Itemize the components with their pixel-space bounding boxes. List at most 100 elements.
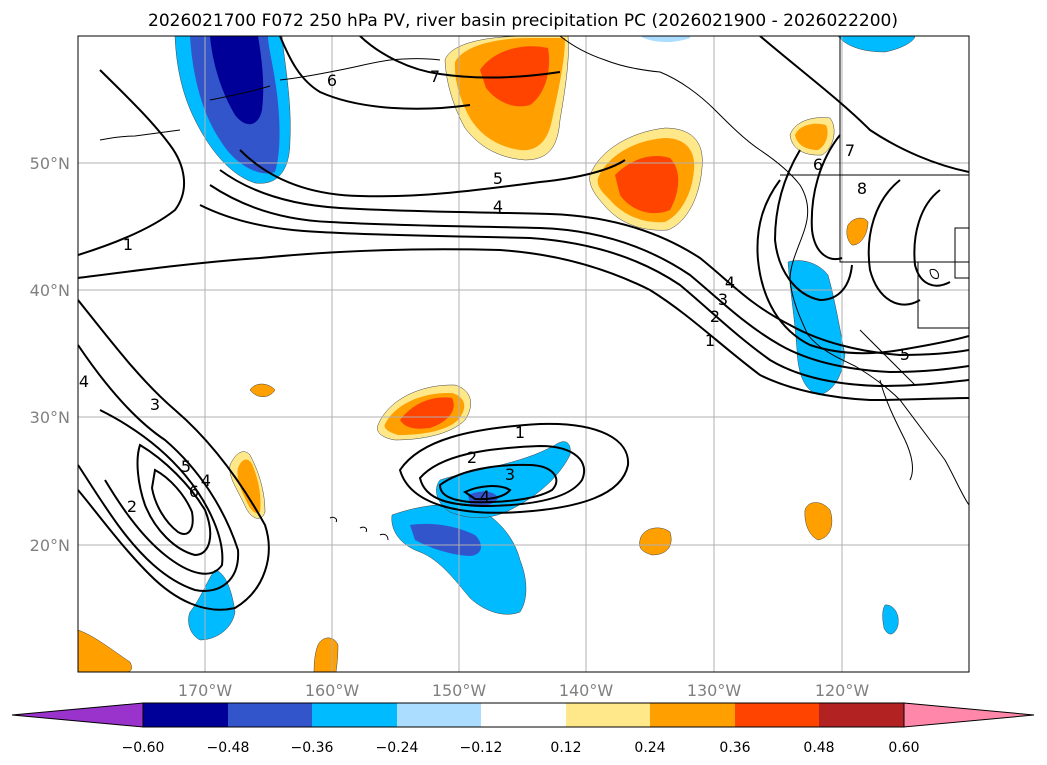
contour-label-4-central: 4 bbox=[493, 197, 503, 216]
lake-outline bbox=[929, 269, 939, 279]
latitude-labels: 50°N 40°N 30°N 20°N bbox=[30, 154, 70, 555]
contour-label-7-north: 7 bbox=[430, 67, 440, 86]
pc-region-subtropic-central-max bbox=[400, 397, 454, 429]
contour-label-2-cutoff: 2 bbox=[467, 448, 477, 467]
colorbar-bin-8 bbox=[735, 703, 819, 727]
lat-label-20n: 20°N bbox=[30, 536, 70, 555]
pc-region-hawaii-core bbox=[410, 523, 482, 556]
colorbar-over-extension bbox=[903, 702, 1035, 728]
colorbar-bin-1 bbox=[143, 703, 228, 727]
contour-label-6-east: 6 bbox=[813, 155, 823, 174]
longitude-labels: 170°W 160°W 150°W 140°W 130°W 120°W bbox=[178, 681, 870, 700]
hawaiian-islands bbox=[329, 516, 389, 541]
map-frame bbox=[77, 35, 970, 673]
colorbar-tick-label: −0.48 bbox=[207, 740, 250, 756]
colorbar-tick-label: −0.36 bbox=[291, 740, 334, 756]
contour-5-east bbox=[756, 179, 969, 355]
contour-labels: 1 1 2 3 4 4 5 5 6 6 7 7 8 1 2 3 4 3 2 5 … bbox=[79, 67, 910, 516]
lat-label-30n: 30°N bbox=[30, 408, 70, 427]
colorbar-tick-label: 0.36 bbox=[719, 740, 750, 756]
contour-3 bbox=[209, 184, 969, 374]
lon-label-150w: 150°W bbox=[432, 681, 487, 700]
pc-region-mexico bbox=[882, 604, 899, 635]
pc-region-alaska-coast bbox=[640, 36, 690, 43]
contour-1-north bbox=[78, 69, 186, 256]
pc-region-small-a bbox=[249, 383, 276, 397]
pc-region-pacific-nw-max bbox=[615, 155, 679, 214]
contour-label-2-east: 2 bbox=[710, 307, 720, 326]
contour-label-1-west: 1 bbox=[123, 235, 133, 254]
pv-contours bbox=[78, 36, 969, 611]
colorbar-frame bbox=[142, 702, 905, 728]
contour-7 bbox=[359, 36, 561, 79]
aleutian-chain bbox=[279, 58, 441, 81]
contour-label-6-north: 6 bbox=[327, 71, 337, 90]
aleutian-far-west bbox=[99, 129, 181, 141]
contour-label-2-trough: 2 bbox=[127, 497, 137, 516]
state-border-b bbox=[859, 329, 916, 386]
contour-label-1-east: 1 bbox=[705, 331, 715, 350]
contour-trough-1 bbox=[78, 299, 270, 611]
contour-1-jet bbox=[78, 248, 969, 402]
colorbar-tick-label: 0.60 bbox=[888, 740, 919, 756]
contour-cutoff-2 bbox=[418, 444, 585, 508]
figure-title: 2026021700 F072 250 hPa PV, river basin … bbox=[148, 11, 898, 31]
colorbar-tick-label: −0.12 bbox=[460, 740, 503, 756]
contour-8b-east bbox=[913, 189, 951, 287]
lon-label-120w: 120°W bbox=[815, 681, 870, 700]
lon-label-130w: 130°W bbox=[687, 681, 742, 700]
contour-label-4-west: 4 bbox=[79, 372, 89, 391]
pc-region-nevada bbox=[846, 217, 869, 246]
colorbar-tick-label: −0.24 bbox=[376, 740, 419, 756]
contour-label-3-trough: 3 bbox=[150, 395, 160, 414]
contour-label-7-east: 7 bbox=[845, 141, 855, 160]
contour-6-east bbox=[773, 149, 853, 302]
gridlines bbox=[78, 36, 969, 672]
great-lakes-box bbox=[954, 227, 969, 279]
negative-shading bbox=[174, 36, 916, 641]
colorbar-bin-7 bbox=[650, 703, 735, 727]
colorbar-bin-4 bbox=[397, 703, 481, 727]
colorbar-tick-label: 0.48 bbox=[803, 740, 834, 756]
colorbar-bin-9 bbox=[819, 703, 904, 727]
colorbar-under-extension bbox=[11, 702, 144, 728]
lon-label-170w: 170°W bbox=[178, 681, 233, 700]
pc-region-canada-north bbox=[837, 36, 916, 53]
colorbar-tick-label: 0.24 bbox=[634, 740, 665, 756]
lat-label-50n: 50°N bbox=[30, 154, 70, 173]
colorbar-bin-3 bbox=[312, 703, 397, 727]
contour-label-1-cutoff: 1 bbox=[515, 423, 525, 442]
contour-label-4-trough: 4 bbox=[201, 471, 211, 490]
contour-trough-2 bbox=[78, 344, 240, 592]
contour-label-8-east: 8 bbox=[857, 179, 867, 198]
pc-region-california bbox=[787, 260, 846, 396]
contour-cutoff-3 bbox=[438, 463, 558, 504]
aleutian-west bbox=[209, 85, 271, 101]
contour-label-4-cutoff: 4 bbox=[480, 487, 490, 506]
colorbar-bin-6 bbox=[566, 703, 650, 727]
contour-trough-4 bbox=[136, 443, 212, 557]
pc-region-bc-mid bbox=[795, 123, 828, 150]
state-border-a bbox=[917, 262, 969, 329]
lon-label-160w: 160°W bbox=[305, 681, 360, 700]
contour-label-3-cutoff: 3 bbox=[505, 465, 515, 484]
baja-california-coast bbox=[879, 379, 913, 481]
contour-ridge-north bbox=[759, 36, 969, 173]
colorbar-bin-5 bbox=[481, 703, 566, 727]
map-area: 1 1 2 3 4 4 5 5 6 6 7 7 8 1 2 3 4 3 2 5 … bbox=[78, 36, 969, 672]
pc-region-subtropic-west bbox=[188, 569, 236, 641]
lon-label-140w: 140°W bbox=[559, 681, 614, 700]
contour-7-east bbox=[810, 134, 843, 260]
contour-trough-3 bbox=[99, 409, 224, 575]
colorbar: −0.60 −0.48 −0.36 −0.24 −0.12 0.12 0.24 … bbox=[11, 702, 1035, 756]
pc-region-dateline-south-mid bbox=[237, 459, 261, 514]
contour-label-3-east: 3 bbox=[718, 290, 728, 309]
contour-label-5-central: 5 bbox=[493, 169, 503, 188]
pc-region-gulf-alaska-west-max bbox=[210, 36, 264, 125]
pc-region-baja bbox=[804, 502, 833, 541]
contour-label-4-east: 4 bbox=[725, 273, 735, 292]
colorbar-bin-2 bbox=[228, 703, 312, 727]
contour-label-6-trough: 6 bbox=[189, 482, 199, 501]
contour-cutoff-4 bbox=[463, 485, 512, 501]
